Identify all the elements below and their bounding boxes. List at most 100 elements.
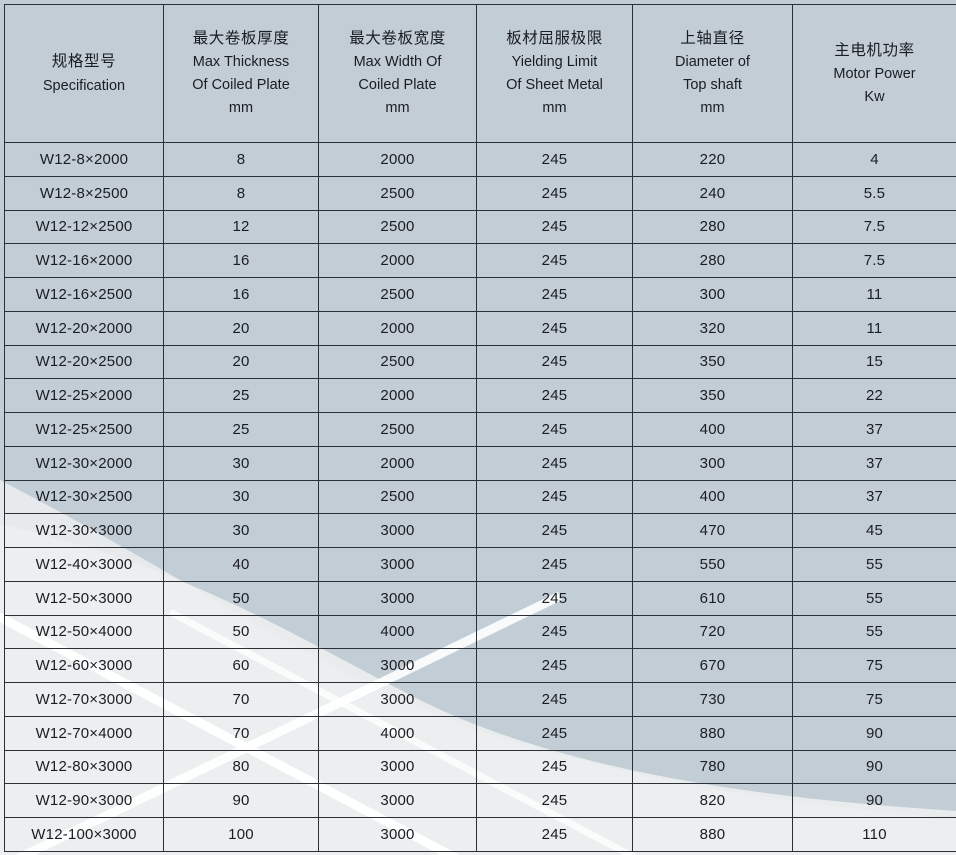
cell-yield: 245 (476, 378, 633, 413)
column-header-max-width: 最大卷板宽度 Max Width Of Coiled Plate mm (318, 4, 477, 143)
header-cn-max-thickness: 最大卷板厚度 (192, 30, 290, 48)
cell-width: 3000 (318, 749, 477, 785)
header-unit-motor-power: Kw (864, 88, 885, 105)
table-row: W12-70×3000 70 3000 245 730 75 (4, 682, 956, 717)
cell-shaft: 820 (632, 783, 793, 818)
table-row: W12-8×2500 8 2500 245 240 5.5 (4, 175, 956, 211)
cell-spec: W12-30×2500 (4, 479, 164, 515)
cell-yield: 245 (476, 547, 633, 582)
cell-shaft: 550 (632, 547, 793, 582)
cell-yield: 245 (476, 715, 633, 751)
cell-width: 2000 (318, 378, 477, 413)
cell-thick: 80 (163, 749, 319, 785)
cell-spec: W12-25×2000 (4, 378, 164, 413)
table-row: W12-100×3000 100 3000 245 880 110 (4, 817, 956, 852)
cell-width: 2000 (318, 243, 477, 278)
cell-spec: W12-16×2000 (4, 243, 164, 278)
cell-shaft: 350 (632, 344, 793, 380)
cell-yield: 245 (476, 445, 633, 481)
cell-width: 3000 (318, 783, 477, 818)
cell-thick: 90 (163, 783, 319, 818)
cell-shaft: 610 (632, 580, 793, 616)
cell-yield: 245 (476, 682, 633, 717)
cell-yield: 245 (476, 749, 633, 785)
table-row: W12-16×2500 16 2500 245 300 11 (4, 277, 956, 312)
cell-spec: W12-50×4000 (4, 614, 164, 650)
table-row: W12-12×2500 12 2500 245 280 7.5 (4, 209, 956, 245)
cell-thick: 12 (163, 209, 319, 245)
cell-shaft: 400 (632, 412, 793, 447)
header-en-specification: Specification (42, 77, 126, 94)
header-en-max-thickness-line2: Of Coiled Plate (192, 77, 290, 94)
cell-power: 90 (792, 749, 956, 785)
cell-shaft: 300 (632, 277, 793, 312)
table-row: W12-16×2000 16 2000 245 280 7.5 (4, 243, 956, 278)
cell-power: 5.5 (792, 175, 956, 211)
cell-thick: 50 (163, 580, 319, 616)
cell-power: 75 (792, 648, 956, 683)
table-header-row: 规格型号 Specification 最大卷板厚度 Max Thickness … (4, 4, 956, 143)
cell-yield: 245 (476, 209, 633, 245)
cell-yield: 245 (476, 614, 633, 650)
cell-yield: 245 (476, 580, 633, 616)
cell-power: 7.5 (792, 243, 956, 278)
cell-power: 37 (792, 479, 956, 515)
header-en-max-width-line2: Coiled Plate (358, 77, 437, 94)
cell-spec: W12-60×3000 (4, 648, 164, 683)
cell-width: 2000 (318, 142, 477, 177)
table-row: W12-30×3000 30 3000 245 470 45 (4, 513, 956, 548)
column-header-motor-power: 主电机功率 Motor Power Kw (792, 4, 956, 143)
cell-power: 4 (792, 142, 956, 177)
cell-thick: 20 (163, 310, 319, 346)
cell-yield: 245 (476, 142, 633, 177)
cell-yield: 245 (476, 783, 633, 818)
header-en-top-shaft-line1: Diameter of (675, 54, 750, 71)
cell-yield: 245 (476, 175, 633, 211)
header-cn-yielding-limit: 板材屈服极限 (506, 30, 603, 48)
cell-spec: W12-30×2000 (4, 445, 164, 481)
header-en-yielding-limit-line1: Yielding Limit (511, 54, 598, 71)
header-unit-yielding-limit: mm (542, 99, 567, 116)
cell-width: 3000 (318, 513, 477, 548)
cell-width: 2500 (318, 412, 477, 447)
table-row: W12-40×3000 40 3000 245 550 55 (4, 547, 956, 582)
cell-spec: W12-40×3000 (4, 547, 164, 582)
table-row: W12-90×3000 90 3000 245 820 90 (4, 783, 956, 818)
cell-yield: 245 (476, 277, 633, 312)
cell-shaft: 350 (632, 378, 793, 413)
cell-power: 90 (792, 783, 956, 818)
cell-shaft: 280 (632, 209, 793, 245)
cell-yield: 245 (476, 310, 633, 346)
cell-thick: 70 (163, 682, 319, 717)
table-row: W12-50×4000 50 4000 245 720 55 (4, 614, 956, 650)
table-row: W12-25×2500 25 2500 245 400 37 (4, 412, 956, 447)
cell-shaft: 880 (632, 715, 793, 751)
table-row: W12-70×4000 70 4000 245 880 90 (4, 715, 956, 751)
cell-thick: 70 (163, 715, 319, 751)
cell-yield: 245 (476, 344, 633, 380)
cell-width: 2500 (318, 344, 477, 380)
column-header-max-thickness: 最大卷板厚度 Max Thickness Of Coiled Plate mm (163, 4, 319, 143)
cell-width: 3000 (318, 682, 477, 717)
cell-yield: 245 (476, 513, 633, 548)
cell-shaft: 220 (632, 142, 793, 177)
cell-power: 55 (792, 547, 956, 582)
cell-power: 90 (792, 715, 956, 751)
cell-power: 45 (792, 513, 956, 548)
header-en-max-thickness-line1: Max Thickness (192, 54, 290, 71)
cell-width: 2000 (318, 445, 477, 481)
table-row: W12-20×2500 20 2500 245 350 15 (4, 344, 956, 380)
cell-spec: W12-70×3000 (4, 682, 164, 717)
table-row: W12-25×2000 25 2000 245 350 22 (4, 378, 956, 413)
cell-width: 3000 (318, 547, 477, 582)
cell-yield: 245 (476, 412, 633, 447)
cell-thick: 30 (163, 479, 319, 515)
cell-spec: W12-70×4000 (4, 715, 164, 751)
cell-width: 2000 (318, 310, 477, 346)
cell-spec: W12-50×3000 (4, 580, 164, 616)
header-cn-top-shaft-diameter: 上轴直径 (680, 30, 745, 48)
cell-power: 110 (792, 817, 956, 852)
cell-width: 3000 (318, 817, 477, 852)
header-cn-max-width: 最大卷板宽度 (349, 30, 446, 48)
cell-shaft: 400 (632, 479, 793, 515)
